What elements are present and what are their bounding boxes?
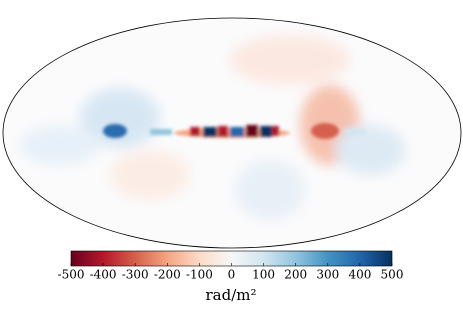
colorbar-tick-label: 300	[316, 268, 339, 282]
colorbar-tick-label: 400	[348, 268, 371, 282]
colorbar-label: rad/m²	[205, 286, 256, 304]
colorbar-tick-label: -300	[122, 268, 149, 282]
colorbar-tick-label: 200	[284, 268, 307, 282]
colorbar-tick-label: -100	[186, 268, 213, 282]
colorbar-tick-label: -200	[154, 268, 181, 282]
mollweide-map	[20, 35, 405, 220]
map-outline	[2, 17, 462, 249]
colorbar-tick-label: 500	[381, 268, 404, 282]
colorbar-tick-label: -400	[90, 268, 117, 282]
colorbar-tick-label: 0	[228, 268, 236, 282]
colorbar-tick-label: -500	[58, 268, 85, 282]
colorbar-tick-label: 100	[252, 268, 275, 282]
